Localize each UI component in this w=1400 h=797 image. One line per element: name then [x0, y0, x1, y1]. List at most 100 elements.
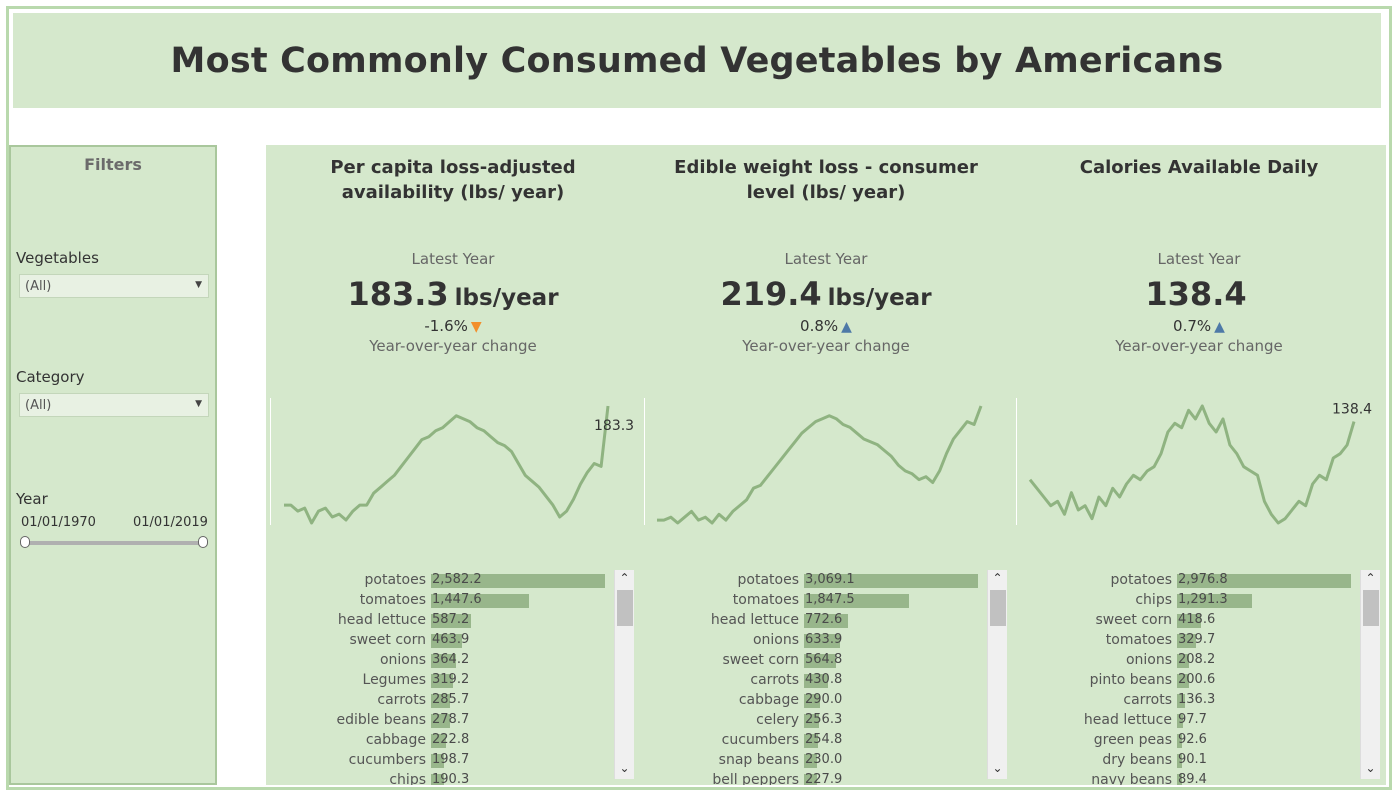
vegetable-bar-list: potatoes 2,582.2 tomatoes 1,447.6 head lettu…	[266, 568, 616, 785]
year-slider-end-handle[interactable]	[198, 536, 208, 548]
bar-row[interactable]: tomatoes 1,447.6	[266, 590, 616, 610]
bar-row[interactable]: Legumes 319.2	[266, 670, 616, 690]
bar-category-label: sweet corn	[1095, 612, 1172, 628]
vegetables-dropdown[interactable]: (All) ▼	[19, 274, 209, 298]
yoy-label: Year-over-year change	[369, 337, 537, 355]
bar	[1177, 734, 1183, 748]
bar-value-label: 200.6	[1178, 672, 1216, 687]
bar-row[interactable]: head lettuce 97.7	[1012, 710, 1362, 730]
bar-row[interactable]: carrots 430.8	[639, 670, 989, 690]
bar-category-label: chips	[389, 772, 426, 785]
bar-value-label: 208.2	[1178, 652, 1216, 667]
bar-value-label: 89.4	[1178, 772, 1207, 785]
bar-row[interactable]: cabbage 290.0	[639, 690, 989, 710]
bar-row[interactable]: snap beans 230.0	[639, 750, 989, 770]
bar	[804, 734, 819, 748]
chevron-down-icon[interactable]: ⌄	[992, 761, 1003, 775]
bar	[431, 594, 529, 608]
bar	[431, 614, 471, 628]
bar-row[interactable]: cucumbers 198.7	[266, 750, 616, 770]
bar-value-label: 772.6	[805, 612, 843, 627]
chevron-up-icon[interactable]: ⌃	[992, 571, 1003, 585]
bar-row[interactable]: onions 633.9	[639, 630, 989, 650]
bar-row[interactable]: bell peppers 227.9	[639, 770, 989, 785]
bar-row[interactable]: celery 256.3	[639, 710, 989, 730]
bar-row[interactable]: pinto beans 200.6	[1012, 670, 1362, 690]
bar-row[interactable]: potatoes 2,582.2	[266, 570, 616, 590]
scrollbar-thumb[interactable]	[1363, 590, 1379, 626]
bar	[804, 674, 829, 688]
scrollbar[interactable]: ⌃ ⌄	[614, 570, 634, 779]
bar	[804, 714, 819, 728]
bar-row[interactable]: onions 208.2	[1012, 650, 1362, 670]
kpi-number: 183.3	[347, 275, 449, 313]
bar-row[interactable]: sweet corn 463.9	[266, 630, 616, 650]
bar-row[interactable]: sweet corn 418.6	[1012, 610, 1362, 630]
chevron-up-icon[interactable]: ⌃	[1365, 571, 1376, 585]
yoy-change-value: 0.7%	[1173, 317, 1212, 335]
chevron-down-icon[interactable]: ⌄	[619, 761, 630, 775]
bar-row[interactable]: green peas 92.6	[1012, 730, 1362, 750]
bar-category-label: potatoes	[364, 572, 426, 588]
bar-row[interactable]: carrots 285.7	[266, 690, 616, 710]
bar-row[interactable]: onions 364.2	[266, 650, 616, 670]
scrollbar-thumb[interactable]	[990, 590, 1006, 626]
bar-category-label: potatoes	[1110, 572, 1172, 588]
bar	[1177, 774, 1183, 785]
bar-row[interactable]: head lettuce 772.6	[639, 610, 989, 630]
bar-row[interactable]: chips 190.3	[266, 770, 616, 785]
divider	[1016, 398, 1017, 525]
bar-row[interactable]: head lettuce 587.2	[266, 610, 616, 630]
bar-category-label: chips	[1135, 592, 1172, 608]
bar	[804, 774, 817, 785]
scrollbar[interactable]: ⌃ ⌄	[1360, 570, 1380, 779]
bar-row[interactable]: tomatoes 1,847.5	[639, 590, 989, 610]
latest-year-label: Latest Year	[411, 250, 495, 268]
bar-category-label: cucumbers	[721, 732, 799, 748]
bar-value-label: 633.9	[805, 632, 843, 647]
kpi-unit: lbs/year	[454, 285, 559, 311]
bar	[804, 634, 840, 648]
bar-row[interactable]: chips 1,291.3	[1012, 590, 1362, 610]
bar-category-label: dry beans	[1102, 752, 1172, 768]
bar	[431, 574, 605, 588]
category-dropdown[interactable]: (All) ▼	[19, 393, 209, 417]
chevron-down-icon[interactable]: ⌄	[1365, 761, 1376, 775]
bar-row[interactable]: sweet corn 564.8	[639, 650, 989, 670]
bar-row[interactable]: navy beans 89.4	[1012, 770, 1362, 785]
scrollbar-thumb[interactable]	[617, 590, 633, 626]
scrollbar[interactable]: ⌃ ⌄	[987, 570, 1007, 779]
bar	[431, 634, 463, 648]
bar-category-label: head lettuce	[710, 612, 799, 628]
category-filter-label: Category	[16, 368, 85, 386]
bar-category-label: cucumbers	[348, 752, 426, 768]
kpi-number: 219.4	[720, 275, 822, 313]
kpi-value: 219.4 lbs/year	[639, 275, 1013, 313]
bar-row[interactable]: tomatoes 329.7	[1012, 630, 1362, 650]
bar-row[interactable]: edible beans 278.7	[266, 710, 616, 730]
bar	[431, 714, 450, 728]
panel-title: Per capita loss-adjusted availability (l…	[330, 157, 576, 203]
bar-row[interactable]: carrots 136.3	[1012, 690, 1362, 710]
year-slider-start-handle[interactable]	[20, 536, 30, 548]
bar-row[interactable]: dry beans 90.1	[1012, 750, 1362, 770]
bar-row[interactable]: potatoes 3,069.1	[639, 570, 989, 590]
kpi-unit: lbs/year	[827, 285, 932, 311]
year-slider-track[interactable]	[24, 541, 204, 545]
latest-year-label: Latest Year	[1157, 250, 1241, 268]
bar-value-label: 1,447.6	[432, 592, 482, 607]
bar-row[interactable]: potatoes 2,976.8	[1012, 570, 1362, 590]
bar-row[interactable]: cucumbers 254.8	[639, 730, 989, 750]
panel-weight-loss: Edible weight loss - consumer level (lbs…	[639, 145, 1013, 785]
yoy-change: 0.8% ▲	[639, 317, 1013, 335]
sparkline-series	[284, 405, 610, 525]
bar-value-label: 2,582.2	[432, 572, 482, 587]
bar	[1177, 654, 1190, 668]
chevron-up-icon[interactable]: ⌃	[619, 571, 630, 585]
bar	[1177, 594, 1253, 608]
panel-calories: Calories Available Daily Latest Year 138…	[1012, 145, 1386, 785]
bar-category-label: celery	[756, 712, 799, 728]
bar-value-label: 97.7	[1178, 712, 1207, 727]
bar-row[interactable]: cabbage 222.8	[266, 730, 616, 750]
bar	[1177, 614, 1202, 628]
